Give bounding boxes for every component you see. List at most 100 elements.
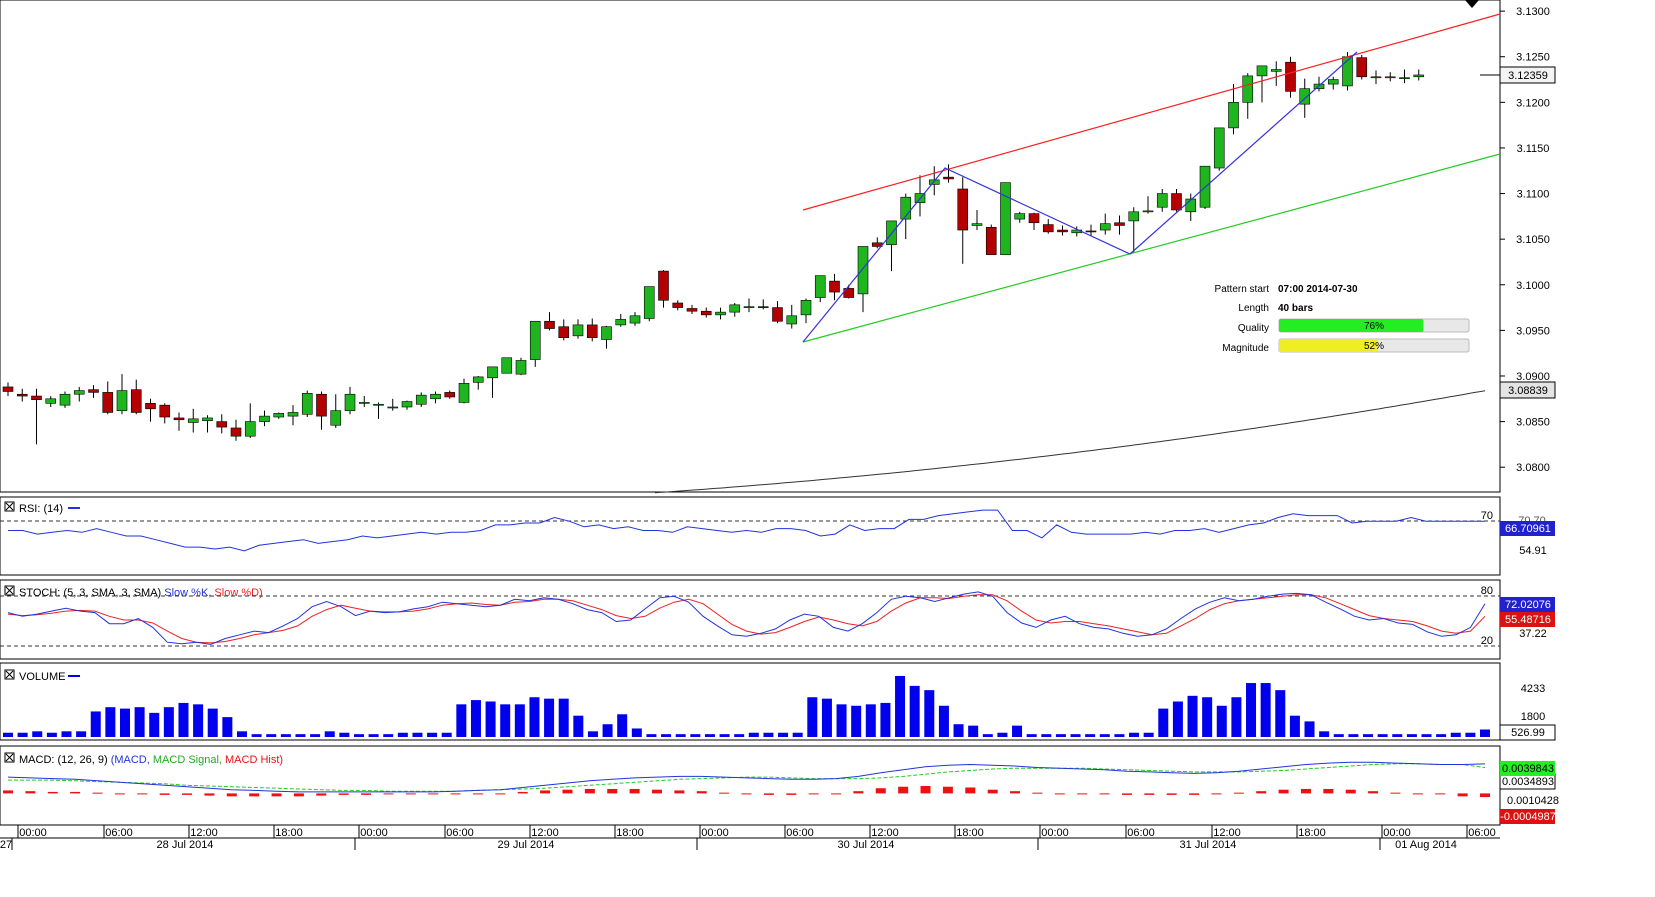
hour-label: 18:00 <box>956 827 984 839</box>
macd-hist-bar <box>719 792 730 794</box>
candle-body <box>145 403 156 410</box>
volume-bar <box>1114 734 1125 737</box>
macd-hist-bar <box>1323 788 1334 794</box>
volume-bar <box>1465 732 1476 737</box>
scroll-marker-icon[interactable] <box>1465 0 1479 8</box>
volume-bar <box>412 732 423 737</box>
macd-hist-bar <box>47 791 58 794</box>
volume-bar <box>1392 734 1403 737</box>
macd-hist-bar <box>562 789 573 794</box>
upper-channel-line <box>802 13 1501 211</box>
volume-bar <box>134 707 145 737</box>
candle-body <box>757 306 769 308</box>
macd-hist-bar <box>517 791 528 794</box>
hour-label: 12:00 <box>190 827 218 839</box>
hour-label: 18:00 <box>275 827 303 839</box>
macd-hist-bar <box>920 786 931 794</box>
volume-bar <box>807 697 818 737</box>
candle-body <box>1242 75 1254 103</box>
rsi-panel: RSI: (14) 70 70.70 66.70961 54.91 <box>0 496 1555 576</box>
macd-hist-bar <box>696 791 707 794</box>
volume-bar <box>441 732 452 737</box>
macd-hist-bar <box>1233 792 1244 794</box>
macd-histogram <box>3 786 1490 798</box>
magnitude-bar-fill <box>1279 339 1378 352</box>
macd-hist-bar <box>942 786 953 794</box>
volume-panel: VOLUME 4233 1800 526.99 <box>0 662 1556 741</box>
time-axis: 00:00 06:00 12:00 18:00 00:00 06:00 12:00 18:00… <box>0 824 1500 851</box>
volume-bar <box>500 704 511 737</box>
stoch-panel: STOCH: (5, 3, SMA, 3, SMA) Slow %K, Slow… <box>0 579 1555 660</box>
volume-bar <box>748 732 759 737</box>
macd-hist-bar <box>495 793 506 795</box>
volume-bar <box>1070 734 1081 737</box>
macd-hist-bar <box>1368 791 1379 794</box>
volume-bar <box>90 711 101 737</box>
price-tick-label: 3.1000 <box>1516 280 1550 292</box>
candle-body <box>1185 198 1197 213</box>
pattern-start-value: 07:00 2014-07-30 <box>1278 284 1358 295</box>
volume-bar <box>1363 734 1374 737</box>
volume-bar <box>1158 708 1169 737</box>
macd-hist-bar <box>540 790 551 794</box>
macd-title: MACD: (12, 26, 9) (MACD, MACD Signal, MA… <box>19 754 283 766</box>
volume-bar <box>968 725 979 737</box>
volume-bar <box>61 731 72 737</box>
macd-hist-bar <box>674 790 685 794</box>
macd-hist-bar <box>1412 793 1423 795</box>
candle-body <box>1114 222 1125 226</box>
volume-bar <box>792 732 803 737</box>
volume-bar <box>836 704 847 737</box>
volume-bar <box>1187 695 1198 737</box>
date-label: 31 Jul 2014 <box>1180 839 1237 851</box>
volume-bar <box>193 704 204 737</box>
volume-tick-low: 1800 <box>1521 711 1545 723</box>
macd-hist-bar <box>1390 792 1401 794</box>
volume-bar <box>1143 732 1154 737</box>
volume-bar <box>163 707 174 737</box>
candle-body <box>31 395 42 400</box>
candle-body <box>1356 57 1368 78</box>
macd-hist-bar <box>1189 793 1200 795</box>
macd-hist-bar <box>226 793 237 797</box>
rsi-mid-tick: 54.91 <box>1519 545 1547 557</box>
volume-bar <box>266 734 277 737</box>
volume-bar <box>602 724 613 737</box>
pattern-magnitude-label: Magnitude <box>1222 343 1269 354</box>
candle-body <box>615 319 627 326</box>
volume-bar <box>529 697 540 737</box>
candle-body <box>1171 193 1182 211</box>
candle-body <box>1028 213 1040 224</box>
candle-body <box>544 320 555 329</box>
volume-bar <box>105 707 116 737</box>
volume-bar <box>251 734 262 737</box>
candle-body <box>230 427 242 437</box>
volume-bar <box>587 731 598 737</box>
volume-tick-high: 4233 <box>1521 683 1545 695</box>
volume-bar <box>1041 734 1052 737</box>
volume-bar <box>324 731 335 737</box>
candle-body <box>700 310 712 316</box>
volume-bar <box>119 708 130 737</box>
volume-bar <box>631 728 642 737</box>
hour-label: 18:00 <box>1298 827 1326 839</box>
macd-hist-bar <box>1457 793 1468 797</box>
stoch-mid-tick: 37.22 <box>1519 628 1547 640</box>
rsi-title: RSI: (14) <box>19 503 63 515</box>
macd-hist-bar <box>808 793 819 795</box>
pattern-length-value: 40 bars <box>1278 303 1313 314</box>
price-tick-label: 3.0900 <box>1516 371 1550 383</box>
volume-bar <box>661 734 672 737</box>
price-tick-label: 3.0850 <box>1516 417 1550 429</box>
volume-bar <box>32 731 43 737</box>
candle-body <box>73 390 85 395</box>
volume-bar <box>368 734 379 737</box>
date-label: 29 Jul 2014 <box>498 839 555 851</box>
candle-body <box>358 402 370 404</box>
volume-bar <box>280 734 291 737</box>
candle-body <box>729 304 741 313</box>
candle-body <box>629 315 641 324</box>
date-label: 27 <box>0 839 12 851</box>
volume-bar <box>1172 701 1183 737</box>
macd-hist-bar <box>383 793 394 795</box>
